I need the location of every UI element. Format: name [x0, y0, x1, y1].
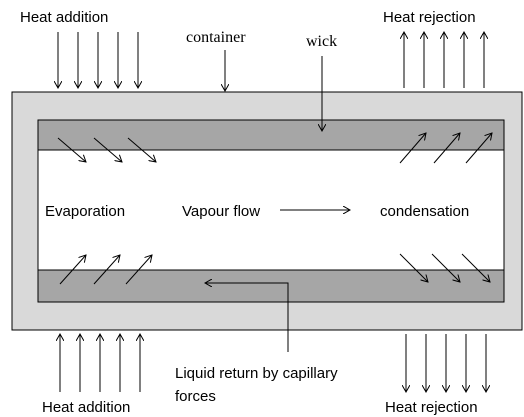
label: Heat rejection [383, 9, 476, 26]
label: Heat rejection [385, 399, 478, 416]
label: condensation [380, 203, 469, 220]
arrow [461, 253, 490, 282]
arrow [431, 253, 460, 282]
arrow [93, 255, 120, 285]
wick-top [37, 119, 505, 151]
vapour-channel [37, 149, 505, 271]
arrow [399, 253, 428, 282]
label: container [186, 29, 246, 46]
wick-bottom [37, 269, 505, 303]
arrow [57, 137, 86, 162]
arrows [58, 32, 492, 392]
arrow [59, 255, 86, 285]
label: Vapour flow [182, 203, 260, 220]
arrow [399, 133, 426, 164]
arrow [93, 137, 122, 162]
label: Heat addition [42, 399, 130, 416]
label: Evaporation [45, 203, 125, 220]
arrow [205, 283, 289, 352]
label: Heat addition [20, 9, 108, 26]
arrow [433, 133, 460, 164]
arrow [127, 137, 156, 162]
arrow [465, 133, 492, 164]
label: Liquid return by capillary [175, 365, 338, 382]
label: wick [306, 33, 337, 50]
label: forces [175, 388, 216, 405]
arrow [125, 255, 152, 285]
